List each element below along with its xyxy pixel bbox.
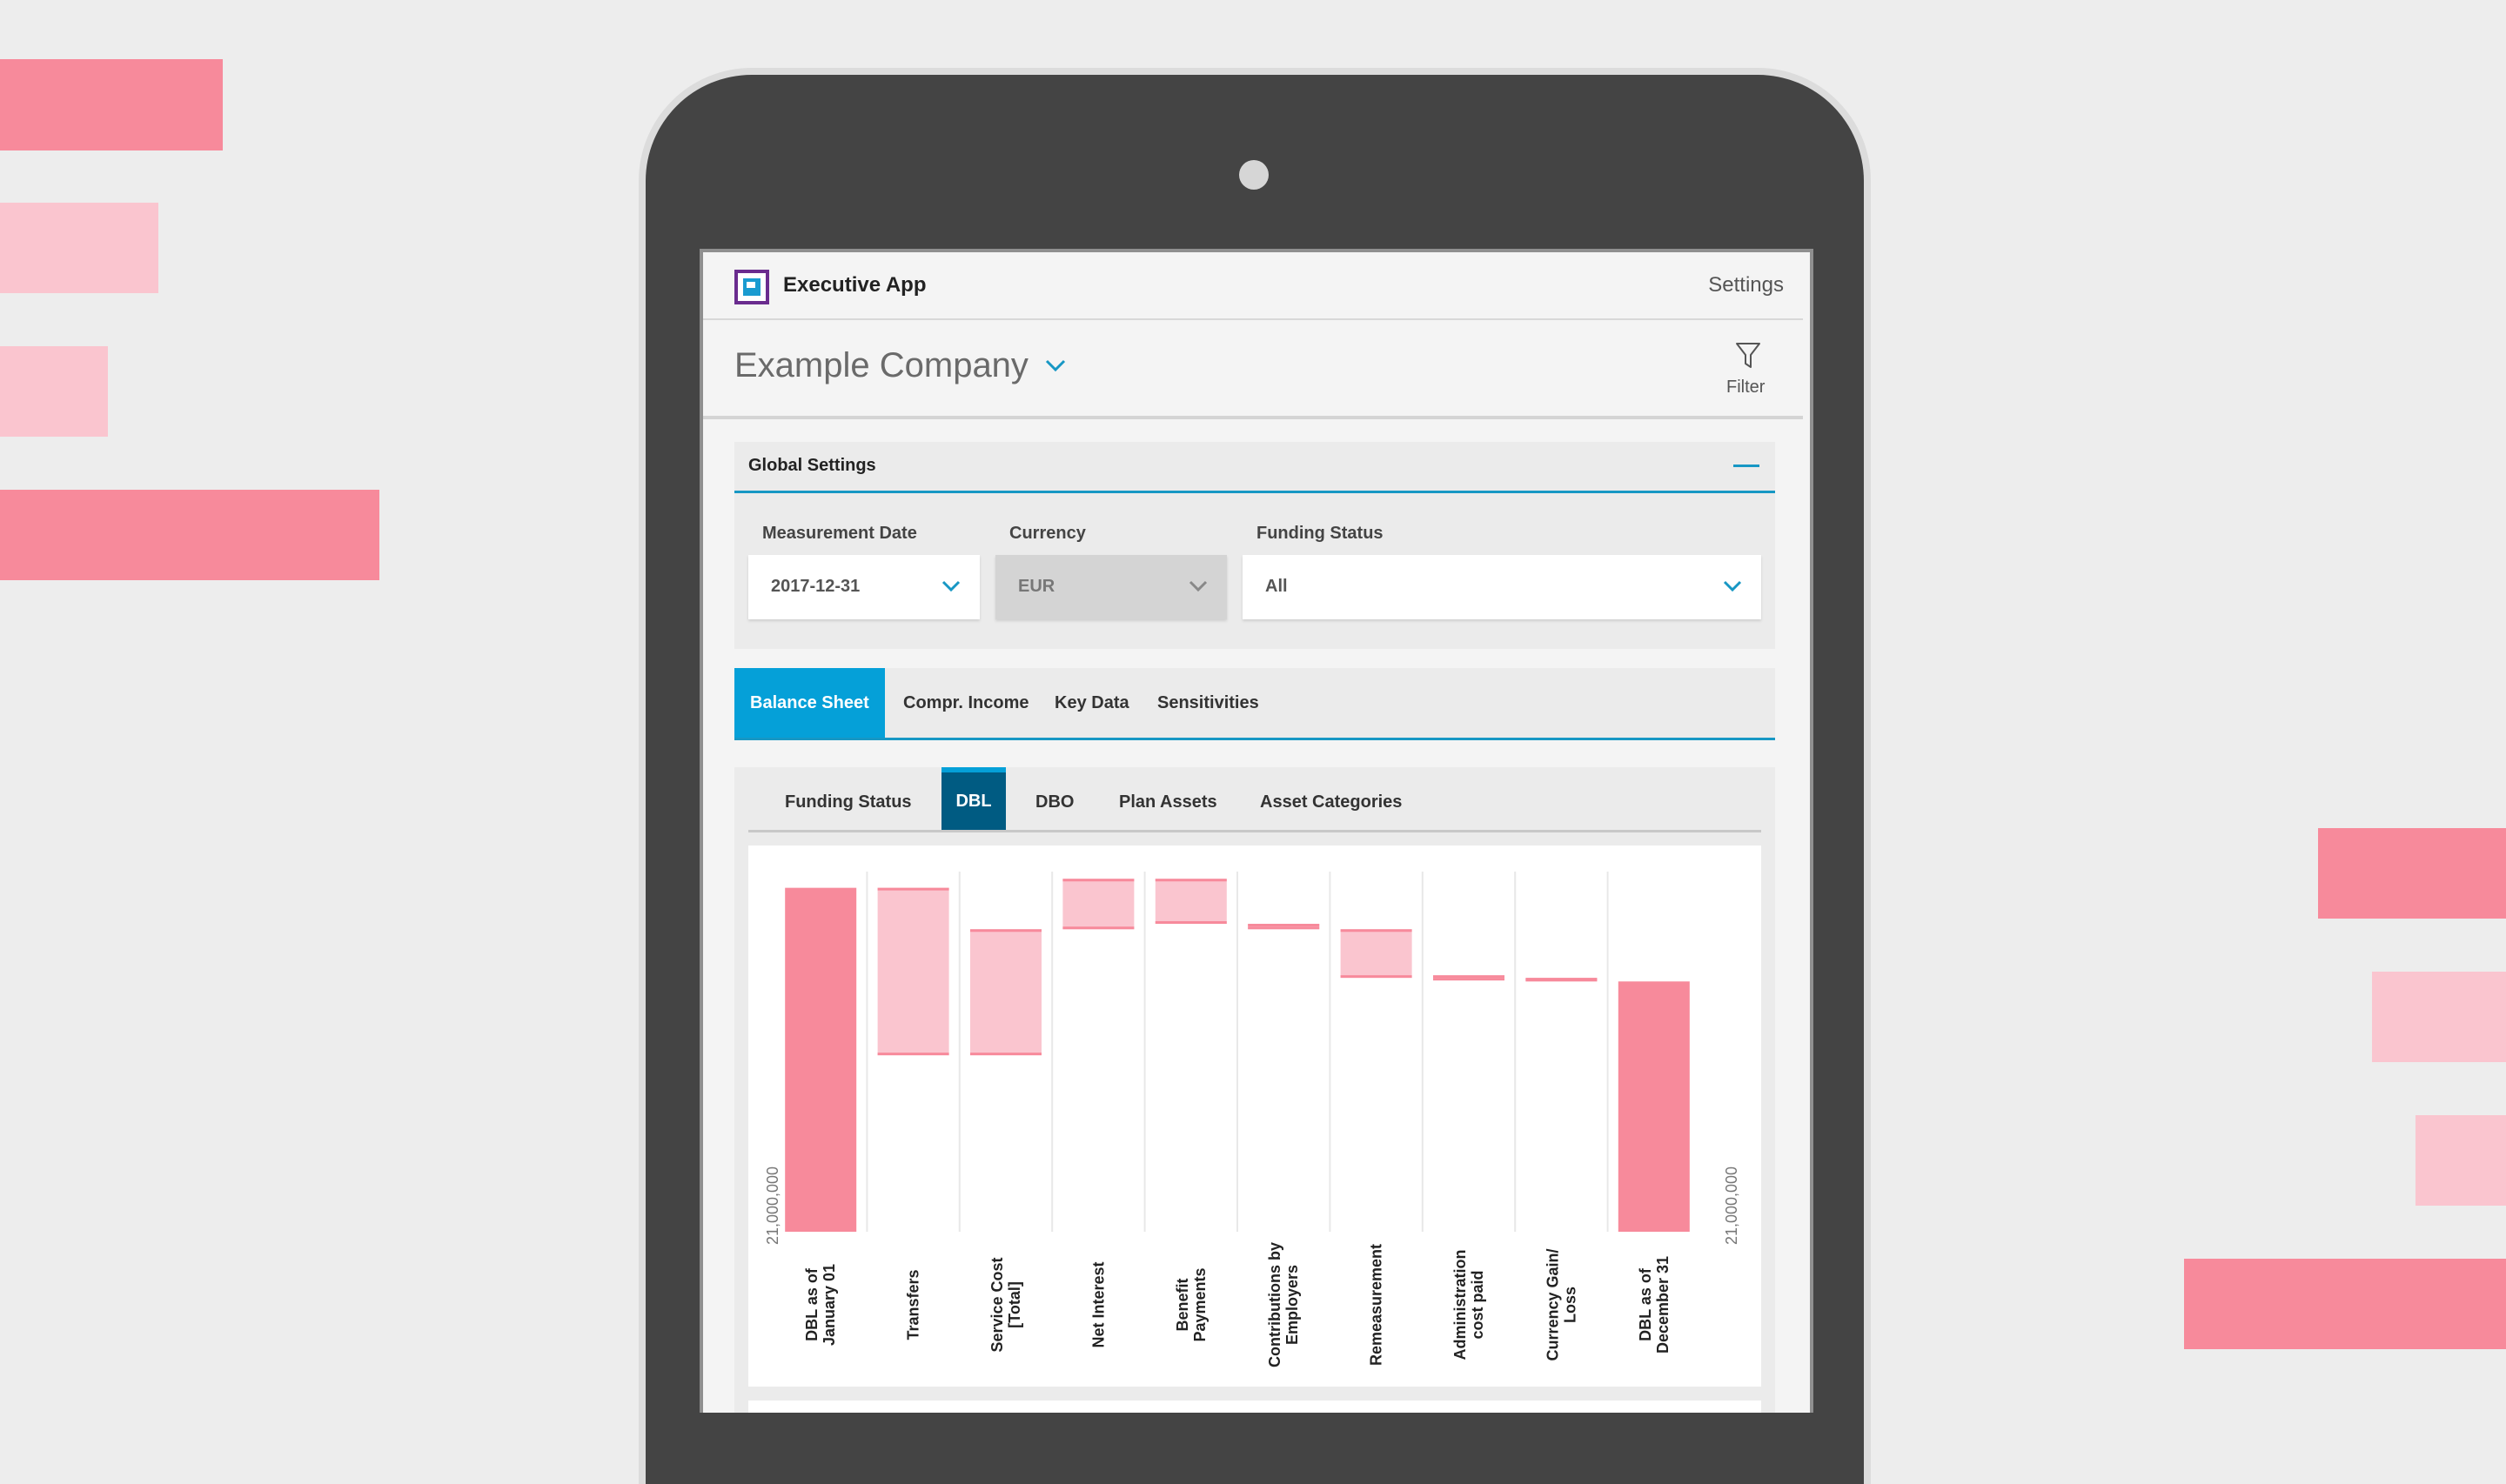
category-label: Contributions by xyxy=(1266,1242,1283,1367)
decor-bar-right-2 xyxy=(2372,972,2506,1062)
tab-sensitivities[interactable]: Sensitivities xyxy=(1157,693,1259,712)
chevron-down-icon[interactable] xyxy=(1044,358,1067,374)
collapse-icon[interactable] xyxy=(1733,465,1759,467)
measurement-date-select[interactable]: 2017-12-31 xyxy=(748,555,980,619)
global-settings-header[interactable]: Global Settings xyxy=(734,442,1775,493)
app-header: Executive App Settings xyxy=(703,252,1803,320)
waterfall-bar xyxy=(1618,981,1690,1232)
funding-status-label: Funding Status xyxy=(1256,524,1384,543)
main-tabs: Balance Sheet Compr. Income Key Data Sen… xyxy=(734,668,1775,740)
waterfall-bar xyxy=(970,929,1042,1056)
subtab-asset-categories[interactable]: Asset Categories xyxy=(1260,792,1403,812)
dbl-panel: Funding Status DBL DBO Plan Assets Asset… xyxy=(734,767,1775,1413)
tablet-camera xyxy=(1239,160,1269,190)
next-card xyxy=(748,1400,1761,1413)
subtab-dbo[interactable]: DBO xyxy=(1035,792,1075,812)
category-label: Currency Gain/ xyxy=(1544,1248,1561,1360)
chevron-down-icon xyxy=(941,580,961,592)
category-label: Transfers xyxy=(905,1269,922,1340)
subtab-plan-assets[interactable]: Plan Assets xyxy=(1119,792,1217,812)
app-title: Executive App xyxy=(783,273,927,297)
subtab-dbl[interactable]: DBL xyxy=(941,767,1006,830)
filter-icon[interactable] xyxy=(1735,341,1761,371)
category-label: DBL as of xyxy=(803,1267,821,1341)
decor-bar-left-4 xyxy=(0,490,379,580)
category-label: Service Cost xyxy=(988,1257,1006,1352)
decor-bar-right-4 xyxy=(2184,1259,2506,1349)
settings-link[interactable]: Settings xyxy=(1708,273,1784,297)
subtab-funding-status[interactable]: Funding Status xyxy=(785,792,912,812)
category-label: Remeasurement xyxy=(1368,1244,1385,1366)
category-label: Employers xyxy=(1283,1265,1301,1345)
waterfall-bar xyxy=(877,887,949,1056)
tab-balance-sheet[interactable]: Balance Sheet xyxy=(734,668,885,738)
category-label: Payments xyxy=(1191,1267,1209,1341)
funding-status-select[interactable]: All xyxy=(1243,555,1761,619)
section-title: Global Settings xyxy=(748,456,876,475)
funding-status-value: All xyxy=(1265,577,1288,596)
y-axis-label-right: 21,000,000 xyxy=(1723,1166,1740,1245)
tab-compr-income[interactable]: Compr. Income xyxy=(903,693,1029,712)
chevron-down-icon xyxy=(1189,580,1208,592)
decor-bar-left-2 xyxy=(0,203,158,293)
filter-button-label[interactable]: Filter xyxy=(1726,378,1766,397)
category-label: Benefit xyxy=(1174,1278,1191,1331)
category-label: December 31 xyxy=(1654,1256,1672,1354)
currency-value: EUR xyxy=(1018,577,1055,596)
decor-bar-left-3 xyxy=(0,346,108,437)
company-selector[interactable]: Example Company xyxy=(734,346,1029,384)
decor-bar-left-1 xyxy=(0,59,223,150)
chevron-down-icon xyxy=(1723,580,1742,592)
sub-tabs: Funding Status DBL DBO Plan Assets Asset… xyxy=(748,767,1761,832)
measurement-date-label: Measurement Date xyxy=(762,524,917,543)
currency-select: EUR xyxy=(995,555,1227,619)
waterfall-chart-card: 21,000,000 21,000,000 DBL as of January 01 T… xyxy=(748,846,1761,1387)
waterfall-bar xyxy=(1155,879,1227,925)
tab-key-data[interactable]: Key Data xyxy=(1055,693,1129,712)
waterfall-bar xyxy=(1340,929,1412,979)
category-label: Administration xyxy=(1451,1249,1469,1360)
category-label: DBL as of xyxy=(1637,1267,1654,1341)
category-label: cost paid xyxy=(1469,1270,1486,1339)
waterfall-bar xyxy=(1062,879,1135,930)
waterfall-bar xyxy=(1248,924,1320,930)
waterfall-bar xyxy=(785,887,857,1232)
category-label: Net Interest xyxy=(1089,1261,1107,1347)
category-label: Loss xyxy=(1561,1287,1578,1323)
category-label: [Total] xyxy=(1006,1281,1023,1328)
measurement-date-value: 2017-12-31 xyxy=(771,577,861,596)
category-label: January 01 xyxy=(821,1264,838,1346)
decor-bar-right-1 xyxy=(2318,828,2506,919)
tablet-screen: Executive App Settings Example Company F… xyxy=(700,249,1813,1413)
decor-bar-right-3 xyxy=(2416,1115,2506,1206)
company-bar: Example Company Filter xyxy=(703,320,1803,419)
app-logo-icon xyxy=(734,270,769,304)
global-settings-panel: Global Settings Measurement Date 2017-12… xyxy=(734,442,1775,649)
y-axis-label-left: 21,000,000 xyxy=(764,1166,781,1245)
currency-label: Currency xyxy=(1009,524,1086,543)
